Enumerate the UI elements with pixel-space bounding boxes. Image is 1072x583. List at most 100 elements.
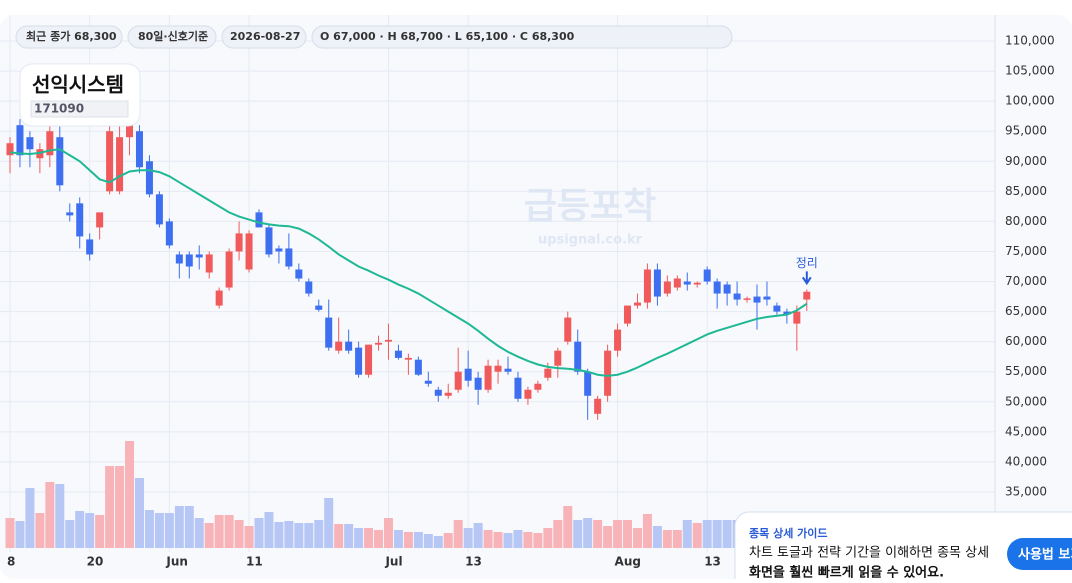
candle-body xyxy=(554,350,562,366)
candle-body xyxy=(444,392,452,396)
y-tick-label: 65,000 xyxy=(1005,304,1047,318)
candle-body xyxy=(165,221,173,246)
y-tick-label: 60,000 xyxy=(1005,334,1047,348)
volume-bar xyxy=(642,514,652,548)
volume-bar xyxy=(603,526,613,548)
candle-body xyxy=(703,269,711,282)
candle-body xyxy=(743,298,751,300)
candle-body xyxy=(315,305,323,310)
candle-body xyxy=(693,282,701,285)
volume-bar xyxy=(274,522,284,548)
pill xyxy=(127,25,217,49)
volume-bar xyxy=(25,488,35,548)
volume-bar xyxy=(304,523,314,548)
candle-body xyxy=(155,194,163,225)
volume-bar xyxy=(354,528,364,548)
volume-bar xyxy=(443,533,453,548)
y-tick-label: 80,000 xyxy=(1005,214,1047,228)
candle-body xyxy=(215,290,223,306)
candle-body xyxy=(584,371,592,396)
x-tick-label: Jun xyxy=(165,555,188,569)
candle-body xyxy=(663,281,671,294)
candle-body xyxy=(803,291,811,300)
volume-bar xyxy=(294,523,304,548)
candle-body xyxy=(265,227,273,255)
candle-body xyxy=(504,368,512,372)
candle-body xyxy=(86,239,94,255)
candle-body xyxy=(66,212,74,216)
candle-body xyxy=(345,341,353,351)
volume-bar xyxy=(264,512,274,548)
candle-body xyxy=(126,125,134,138)
candle-body xyxy=(713,281,721,294)
x-tick-label: Jul xyxy=(384,555,402,569)
candle-body xyxy=(454,371,462,390)
candle-body xyxy=(96,212,104,228)
candle-body xyxy=(384,339,392,342)
candle-body xyxy=(285,248,293,267)
candle-body xyxy=(763,296,771,300)
volume-bar xyxy=(453,520,463,548)
volume-bar xyxy=(45,482,55,548)
watermark-url: upsignal.co.kr xyxy=(538,233,643,248)
code-box xyxy=(30,100,129,118)
candle-body xyxy=(574,341,582,372)
volume-bar xyxy=(194,518,204,548)
volume-bar xyxy=(224,515,234,548)
volume-bar xyxy=(393,530,403,548)
candle-body xyxy=(225,251,233,288)
candle-body xyxy=(514,377,522,399)
y-tick-label: 110,000 xyxy=(1005,34,1055,48)
volume-bar xyxy=(702,520,712,548)
y-tick-label: 90,000 xyxy=(1005,154,1047,168)
pill xyxy=(311,25,733,49)
volume-bar xyxy=(15,521,25,548)
volume-bar xyxy=(144,510,154,548)
volume-bar xyxy=(652,526,662,548)
volume-bar xyxy=(583,518,593,548)
guide-line: 화면을 훨씬 빠르게 읽을 수 있어요. xyxy=(749,565,944,580)
pill xyxy=(221,25,307,49)
guide-title: 종목 상세 가이드 xyxy=(749,526,828,540)
candle-body xyxy=(235,233,243,252)
candle-body xyxy=(614,329,622,351)
volume-bar xyxy=(423,534,433,548)
volume-bar xyxy=(55,484,65,548)
volume-bar xyxy=(523,532,533,548)
volume-bar xyxy=(65,520,75,548)
candle-body xyxy=(195,254,203,258)
candle-body xyxy=(464,368,472,381)
volume-bar xyxy=(95,515,105,548)
volume-bar xyxy=(483,530,493,548)
volume-bar xyxy=(493,532,503,548)
candle-body xyxy=(375,342,383,345)
pill-text: 2026-08-27 xyxy=(230,30,300,43)
guide-button[interactable] xyxy=(1007,538,1072,570)
candle-body xyxy=(394,350,402,358)
candle-body xyxy=(16,125,24,156)
candle-body xyxy=(6,143,14,156)
candle-body xyxy=(494,365,502,372)
y-tick-label: 35,000 xyxy=(1005,484,1047,498)
guide-button-label[interactable]: 사용법 보기 xyxy=(1018,547,1072,563)
candle-body xyxy=(145,161,153,195)
candle-body xyxy=(26,137,34,150)
volume-bar xyxy=(553,520,563,548)
volume-bar xyxy=(503,533,513,548)
candle-body xyxy=(733,293,741,300)
candle-body xyxy=(474,377,482,390)
volume-bar xyxy=(672,530,682,548)
volume-bar xyxy=(692,523,702,548)
candle-body xyxy=(594,398,602,414)
y-tick-label: 45,000 xyxy=(1005,424,1047,438)
volume-bar xyxy=(433,536,443,548)
volume-bar xyxy=(573,520,583,548)
volume-bar xyxy=(115,466,125,548)
volume-bar xyxy=(254,518,264,548)
y-tick-label: 105,000 xyxy=(1005,64,1055,78)
candle-body xyxy=(783,311,791,315)
volume-bar xyxy=(682,520,692,548)
volume-bar xyxy=(413,532,423,548)
candle-body xyxy=(106,131,114,192)
candle-body xyxy=(633,302,641,306)
